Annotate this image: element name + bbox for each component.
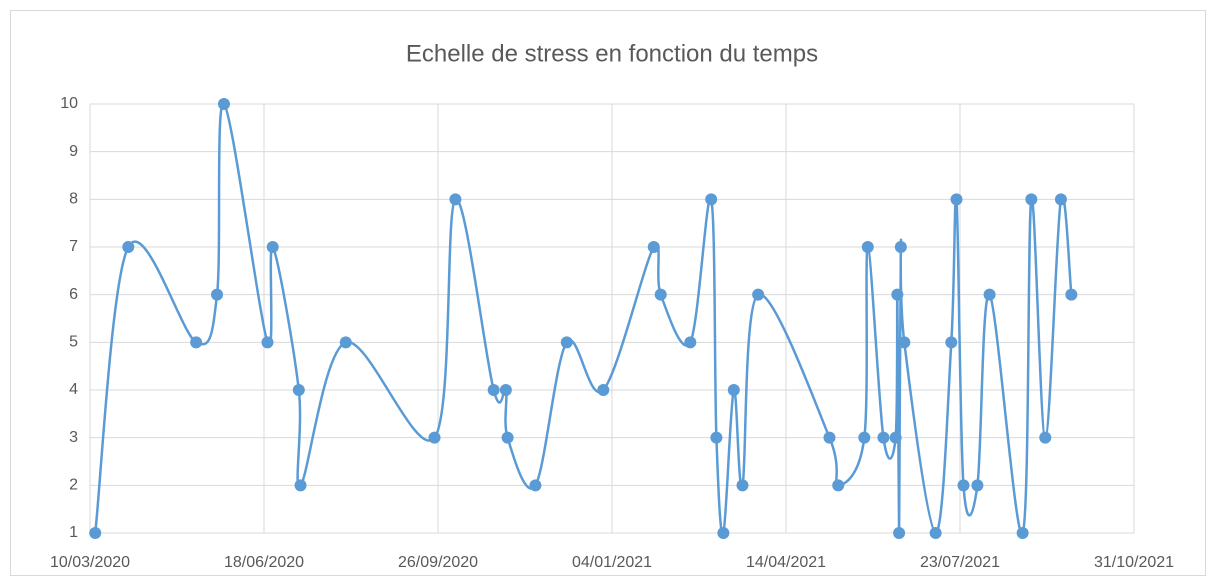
data-point <box>832 479 845 492</box>
y-tick-label: 6 <box>69 286 78 303</box>
data-point <box>945 336 958 349</box>
chart-frame <box>10 10 1206 576</box>
chart-title: Echelle de stress en fonction du temps <box>406 40 818 67</box>
y-tick-label: 8 <box>69 191 78 208</box>
x-tick-label: 18/06/2020 <box>224 554 304 571</box>
data-point <box>971 479 984 492</box>
y-tick-label: 5 <box>69 334 78 351</box>
data-point <box>877 431 890 444</box>
data-point <box>957 479 970 492</box>
data-point <box>647 241 660 253</box>
data-point <box>217 98 230 110</box>
x-tick-label: 31/10/2021 <box>1094 554 1174 571</box>
data-point <box>684 336 697 349</box>
data-point <box>89 527 102 539</box>
data-point <box>122 241 135 253</box>
data-point <box>261 336 274 349</box>
data-point <box>752 288 765 301</box>
data-point <box>727 384 740 396</box>
data-point <box>858 431 871 444</box>
data-point <box>1039 431 1052 444</box>
data-point <box>893 527 906 539</box>
data-point <box>1054 193 1067 206</box>
data-point <box>292 384 305 396</box>
data-point <box>861 241 874 253</box>
data-point <box>950 193 963 206</box>
data-point <box>266 241 279 253</box>
data-point <box>499 384 512 396</box>
x-tick-label: 04/01/2021 <box>572 554 652 571</box>
data-point <box>294 479 307 492</box>
y-tick-label: 3 <box>69 429 78 446</box>
data-point <box>597 384 610 396</box>
data-point <box>190 336 203 349</box>
data-point <box>823 431 836 444</box>
data-point <box>894 241 907 253</box>
data-point <box>1025 193 1038 206</box>
data-point <box>717 527 730 539</box>
data-point <box>501 431 514 444</box>
data-point <box>1065 288 1078 301</box>
y-tick-label: 7 <box>69 238 78 255</box>
y-tick-label: 1 <box>69 524 78 541</box>
data-point <box>560 336 573 349</box>
data-point <box>929 527 942 539</box>
y-tick-label: 2 <box>69 477 78 494</box>
data-point <box>211 288 224 301</box>
data-point <box>898 336 911 349</box>
data-point <box>654 288 667 301</box>
x-tick-label: 23/07/2021 <box>920 554 1000 571</box>
data-point <box>529 479 542 492</box>
data-point <box>1016 527 1029 539</box>
x-tick-label: 26/09/2020 <box>398 554 478 571</box>
y-tick-label: 9 <box>69 143 78 160</box>
data-point <box>487 384 500 396</box>
data-point <box>449 193 462 206</box>
data-point <box>891 288 904 301</box>
data-point <box>428 431 441 444</box>
data-point <box>889 431 902 444</box>
y-tick-label: 10 <box>60 95 78 112</box>
data-point <box>710 431 723 444</box>
x-tick-label: 14/04/2021 <box>746 554 826 571</box>
data-point <box>339 336 352 349</box>
x-tick-label: 10/03/2020 <box>50 554 130 571</box>
data-point <box>983 288 996 301</box>
y-tick-label: 4 <box>69 381 78 398</box>
data-point <box>736 479 749 492</box>
data-point <box>705 193 718 206</box>
